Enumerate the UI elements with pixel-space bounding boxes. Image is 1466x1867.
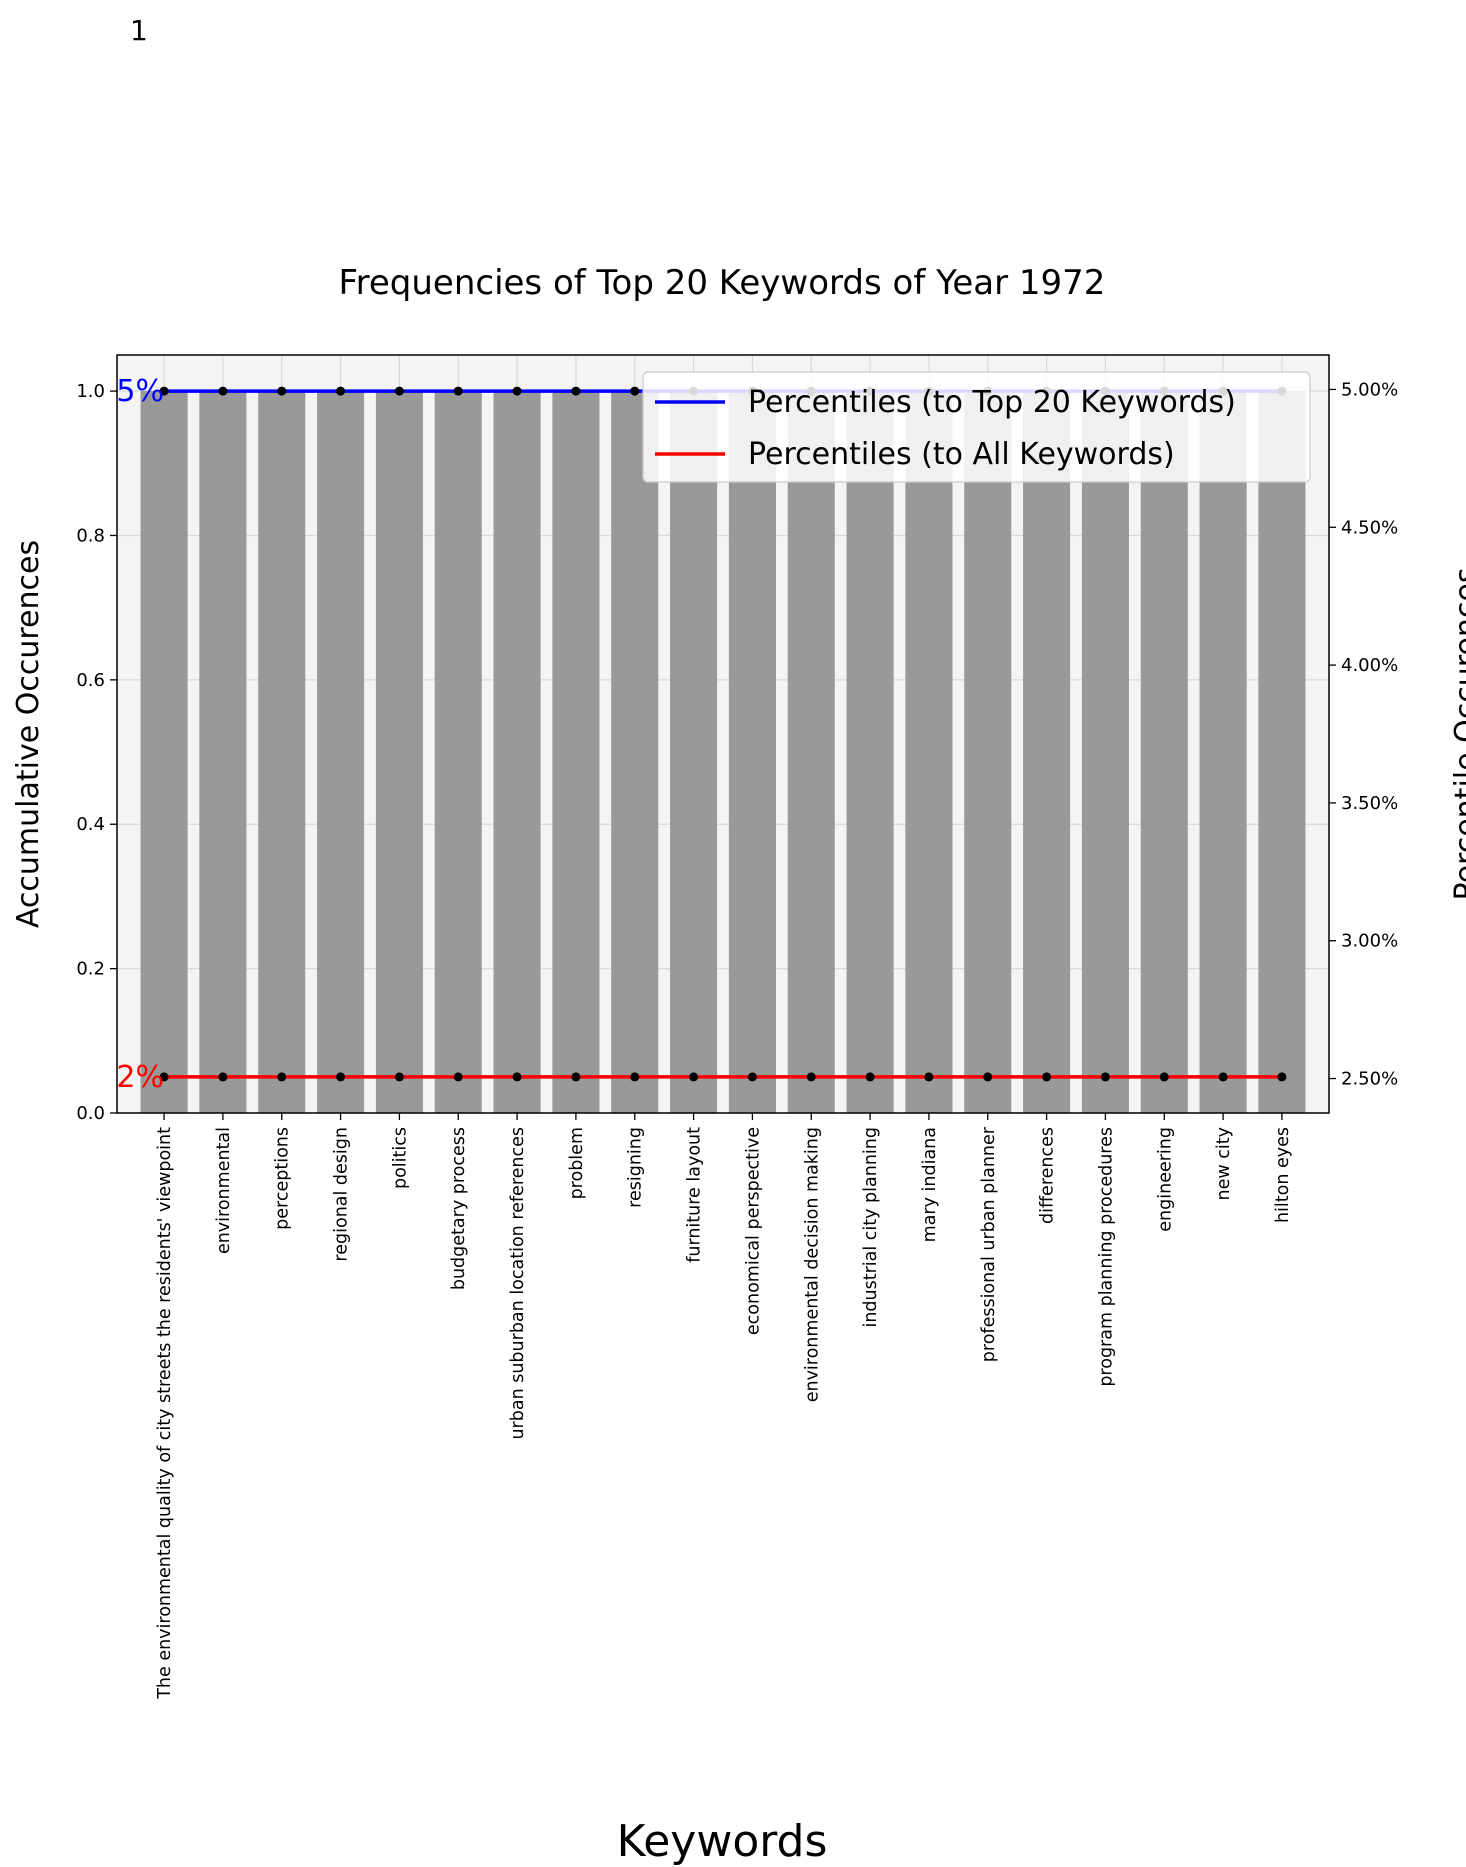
bar xyxy=(1140,391,1188,1114)
bar xyxy=(493,391,541,1114)
y2-tick-label: 2.50% xyxy=(1341,1069,1398,1090)
legend-label-0: Percentiles (to Top 20 Keywords) xyxy=(748,385,1236,420)
bar xyxy=(611,391,659,1114)
series-point xyxy=(453,386,463,396)
series-point xyxy=(336,1072,346,1082)
x-tick-label: hilton eyes xyxy=(1273,1127,1293,1223)
legend-box xyxy=(642,371,1311,483)
series-point xyxy=(983,1072,993,1082)
legend: Percentiles (to Top 20 Keywords) Percenti… xyxy=(642,371,1311,483)
series-point xyxy=(747,1072,757,1082)
x-axis-label: Keywords xyxy=(617,1816,828,1867)
x-tick-label: new city xyxy=(1214,1127,1234,1200)
chart-title: Frequencies of Top 20 Keywords of Year 1… xyxy=(339,263,1106,303)
y2-tick-label: 4.00% xyxy=(1341,655,1398,676)
y2-tick-label: 3.00% xyxy=(1341,931,1398,952)
series-point xyxy=(277,1072,287,1082)
x-tick-label: professional urban planner xyxy=(979,1126,999,1362)
y-tick-label: 0.8 xyxy=(76,525,105,546)
y-tick-label: 0.0 xyxy=(76,1103,105,1124)
series-point xyxy=(336,386,346,396)
y2-tick-label: 4.50% xyxy=(1341,517,1398,538)
series-point xyxy=(571,1072,581,1082)
series-point xyxy=(806,1072,816,1082)
bar xyxy=(258,391,306,1114)
series-point xyxy=(1218,1072,1228,1082)
x-tick-label: politics xyxy=(390,1127,410,1189)
series-point xyxy=(1277,1072,1287,1082)
y-tick-label: 0.2 xyxy=(76,959,105,980)
bar xyxy=(1023,391,1071,1114)
x-tick-label: budgetary process xyxy=(449,1127,469,1290)
x-tick-label: differences xyxy=(1038,1127,1058,1224)
series-point xyxy=(512,1072,522,1082)
series-point xyxy=(159,386,169,396)
bar xyxy=(1081,391,1129,1114)
annotation-layer: 5% 2% xyxy=(116,374,164,1095)
y2-axis: 2.50% 3.00% 3.50% 4.00% 4.50% 5.00% xyxy=(1329,379,1398,1090)
corner-label: 1 xyxy=(130,14,148,47)
bar xyxy=(1199,391,1247,1114)
bar xyxy=(140,391,188,1114)
y-axis-label: Accumulative Occurences xyxy=(11,540,46,928)
x-tick-label: urban suburban location references xyxy=(508,1127,528,1440)
y2-tick-label: 3.50% xyxy=(1341,793,1398,814)
series-point xyxy=(394,1072,404,1082)
y-tick-label: 1.0 xyxy=(76,381,105,402)
series-point xyxy=(394,386,404,396)
series-point xyxy=(571,386,581,396)
series-point xyxy=(630,1072,640,1082)
series-point xyxy=(689,1072,699,1082)
bar xyxy=(434,391,482,1114)
series-point xyxy=(218,1072,228,1082)
x-tick-label: industrial city planning xyxy=(861,1127,881,1328)
y2-tick-label: 5.00% xyxy=(1341,379,1398,400)
bar xyxy=(728,391,776,1114)
bar xyxy=(964,391,1012,1114)
bar xyxy=(787,391,835,1114)
x-axis: The environmental quality of city street… xyxy=(155,1113,1293,1700)
bar xyxy=(670,391,718,1114)
x-tick-label: engineering xyxy=(1155,1127,1175,1232)
x-tick-label: resigning xyxy=(626,1127,646,1208)
series-point xyxy=(453,1072,463,1082)
series-point xyxy=(512,386,522,396)
bar xyxy=(552,391,600,1114)
y2-axis-label: Percentile Occurences xyxy=(1449,568,1466,901)
legend-label-1: Percentiles (to All Keywords) xyxy=(748,437,1175,472)
series-point xyxy=(159,1072,169,1082)
bar xyxy=(317,391,365,1114)
y-tick-label: 0.6 xyxy=(76,670,105,691)
y-axis: 0.0 0.2 0.4 0.6 0.8 1.0 xyxy=(76,381,117,1124)
series-annotation-0: 5% xyxy=(116,374,164,409)
series-point xyxy=(865,1072,875,1082)
x-tick-label: mary indiana xyxy=(920,1127,940,1242)
x-tick-label: The environmental quality of city street… xyxy=(155,1127,175,1700)
bar xyxy=(1258,391,1306,1114)
x-tick-label: environmental decision making xyxy=(802,1127,822,1402)
x-tick-label: regional design xyxy=(332,1127,352,1262)
series-point xyxy=(1042,1072,1052,1082)
series-point xyxy=(630,386,640,396)
series-point xyxy=(1159,1072,1169,1082)
series-annotation-1: 2% xyxy=(116,1060,164,1095)
bar xyxy=(199,391,247,1114)
y-tick-label: 0.4 xyxy=(76,814,105,835)
bars-layer xyxy=(140,391,1306,1114)
bar xyxy=(905,391,953,1114)
x-tick-label: furniture layout xyxy=(685,1127,705,1263)
x-tick-label: problem xyxy=(567,1127,587,1199)
x-tick-label: economical perspective xyxy=(743,1127,763,1335)
x-tick-label: perceptions xyxy=(273,1127,293,1230)
x-tick-label: environmental xyxy=(214,1127,234,1254)
x-tick-label: program planning procedures xyxy=(1096,1127,1116,1387)
series-point xyxy=(277,386,287,396)
plot-frame xyxy=(116,354,1330,1114)
series-point xyxy=(1100,1072,1110,1082)
bar xyxy=(375,391,423,1114)
series-point xyxy=(218,386,228,396)
bar xyxy=(846,391,894,1114)
series-point xyxy=(924,1072,934,1082)
